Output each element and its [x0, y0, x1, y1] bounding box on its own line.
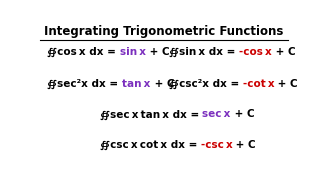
Text: + C: + C: [231, 109, 254, 120]
Text: + C: + C: [151, 79, 174, 89]
Text: ∯sec²x dx =: ∯sec²x dx =: [47, 79, 122, 89]
Text: tan x: tan x: [122, 79, 151, 89]
Text: Integrating Trigonometric Functions: Integrating Trigonometric Functions: [44, 25, 284, 38]
Text: + C: + C: [146, 47, 170, 57]
Text: ∯csc x cot x dx =: ∯csc x cot x dx =: [100, 140, 201, 150]
Text: + C: + C: [272, 47, 295, 57]
Text: -csc x: -csc x: [201, 140, 232, 150]
Text: sin x: sin x: [120, 47, 146, 57]
Text: ∯sin x dx =: ∯sin x dx =: [169, 47, 239, 57]
Text: sec x: sec x: [202, 109, 231, 120]
Text: ∯csc²x dx =: ∯csc²x dx =: [169, 79, 243, 89]
Text: ∯cos x dx =: ∯cos x dx =: [47, 47, 120, 57]
Text: + C: + C: [232, 140, 256, 150]
Text: -cos x: -cos x: [239, 47, 272, 57]
Text: ∯sec x tan x dx =: ∯sec x tan x dx =: [100, 109, 202, 120]
Text: -cot x: -cot x: [243, 79, 275, 89]
Text: + C: + C: [275, 79, 298, 89]
